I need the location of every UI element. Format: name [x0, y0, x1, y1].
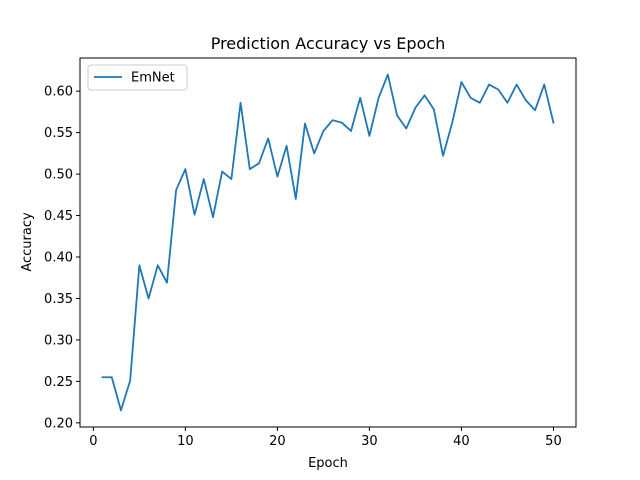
y-tick-label: 0.25: [44, 375, 73, 390]
legend-label: EmNet: [131, 71, 175, 86]
chart-title: Prediction Accuracy vs Epoch: [211, 34, 446, 53]
x-tick-label: 30: [361, 434, 378, 449]
x-axis-label: Epoch: [308, 456, 348, 471]
y-axis-label: Accuracy: [20, 212, 35, 272]
y-tick-label: 0.60: [44, 85, 73, 100]
y-tick-label: 0.40: [44, 251, 73, 266]
x-tick-label: 0: [89, 434, 97, 449]
legend-box: [87, 64, 188, 91]
y-tick-label: 0.30: [44, 333, 73, 348]
plot-area: 0 10 20 30 40 50 0.20 0.25 0.30 0.35 0.40 0.45 0.50 0…: [44, 57, 577, 449]
x-tick-label: 50: [545, 434, 562, 449]
legend: EmNet: [87, 64, 188, 91]
x-tick-label: 20: [269, 434, 286, 449]
y-tick-label: 0.50: [44, 168, 73, 183]
y-tick-label: 0.55: [44, 126, 73, 141]
x-tick-label: 10: [177, 434, 194, 449]
y-tick-label: 0.20: [44, 416, 73, 431]
x-tick-label: 40: [453, 434, 470, 449]
y-tick-label: 0.45: [44, 209, 73, 224]
series-line-emnet: [101, 73, 555, 412]
y-tick-label: 0.35: [44, 292, 73, 307]
axes-frame: [79, 57, 577, 428]
